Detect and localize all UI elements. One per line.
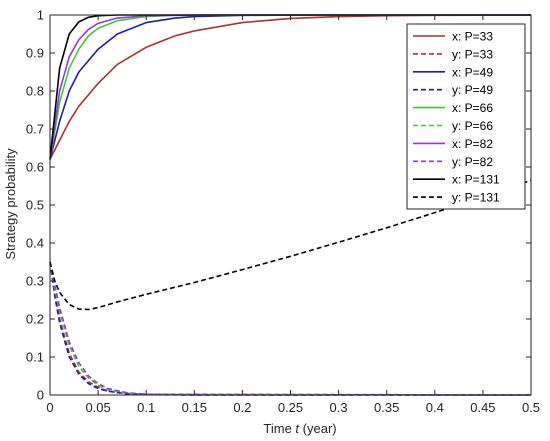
x-axis-label-prefix: Time [263, 421, 295, 436]
x-tick-label: 0.35 [374, 400, 399, 415]
y-tick-label: 0.2 [26, 312, 44, 327]
x-tick-label: 0.5 [522, 400, 540, 415]
y-tick-label: 0.6 [26, 160, 44, 175]
x-tick-label: 0.25 [278, 400, 303, 415]
legend-entry: y: P=49 [452, 83, 493, 97]
y-tick-label: 0.9 [26, 46, 44, 61]
series-line-x-p-33 [49, 14, 532, 160]
x-axis-label-variable: t [295, 421, 300, 436]
y-tick-label: 1 [37, 8, 44, 23]
legend-entry: x: P=131 [452, 173, 500, 187]
x-tick-label: 0.4 [426, 400, 444, 415]
x-tick-label: 0.1 [137, 400, 155, 415]
y-tick-label: 0.8 [26, 84, 44, 99]
legend-entry: x: P=66 [452, 101, 493, 115]
series-line-y-p-49 [49, 261, 531, 396]
x-axis-label-suffix: (year) [299, 421, 337, 436]
legend-entry: y: P=33 [452, 47, 493, 61]
y-tick-label: 0.1 [26, 350, 44, 365]
series-line-y-p-82 [49, 261, 532, 396]
x-tick-label: 0 [46, 400, 53, 415]
legend-entry: x: P=49 [452, 65, 493, 79]
x-tick-label: 0.3 [330, 400, 348, 415]
legend: x: P=33 y: P=33 x: P=49 y: P=49 x: P=66 y: P=… [406, 23, 526, 210]
x-axis-label: Time t (year) [263, 421, 336, 436]
legend-entry: y: P=66 [452, 119, 493, 133]
y-tick-label: 0 [37, 388, 44, 403]
y-tick-label: 0.5 [26, 198, 44, 213]
y-axis-label: Strategy probability [3, 148, 18, 260]
legend-entry: x: P=82 [452, 137, 493, 151]
x-tick-label: 0.45 [470, 400, 495, 415]
ticks-layer: 0 0.05 0.1 0.15 0.2 0.25 0.3 0.35 0.4 0.45 0.5 0 0.1… [26, 8, 540, 416]
x-tick-label: 0.15 [182, 400, 207, 415]
legend-entry: x: P=33 [452, 30, 493, 44]
legend-entry: y: P=82 [452, 155, 493, 169]
y-tick-label: 0.3 [26, 274, 44, 289]
legend-entry: y: P=131 [452, 191, 500, 205]
legend-box [406, 23, 526, 210]
x-tick-label: 0.05 [85, 400, 110, 415]
y-tick-label: 0.4 [26, 236, 44, 251]
x-tick-label: 0.2 [233, 400, 251, 415]
y-tick-label: 0.7 [26, 122, 44, 137]
series-line-y-p-131 [49, 179, 532, 311]
